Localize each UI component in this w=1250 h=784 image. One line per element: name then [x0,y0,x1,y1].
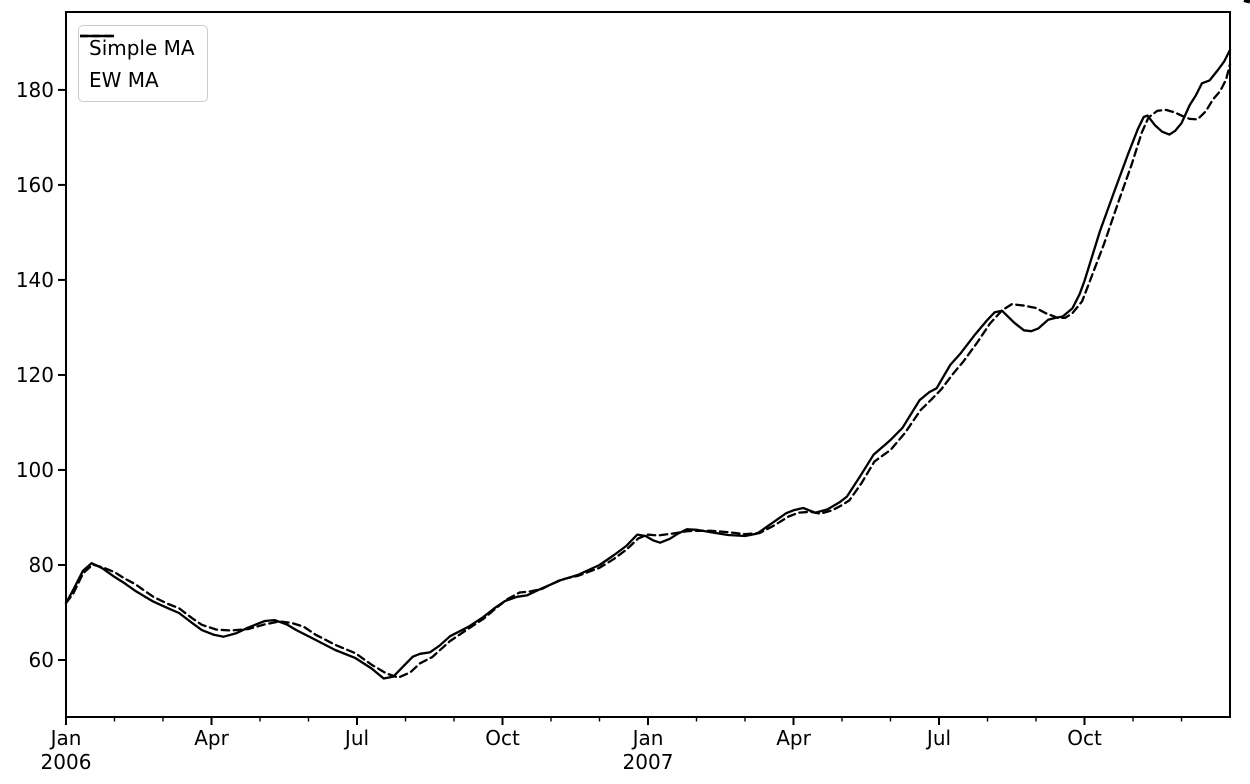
y-tick-label: 140 [16,268,54,292]
y-tick-label: 60 [29,648,54,672]
legend-item-ew-ma: EW MA [80,34,195,93]
x-tick-label: Apr [194,726,229,750]
x-tick-year-label: 2006 [41,750,92,774]
y-tick-label: 100 [16,458,54,482]
x-tick-label: Apr [776,726,811,750]
x-tick-label: Jul [343,726,369,750]
series-line-simple-ma [64,63,1232,679]
y-tick-label: 80 [29,553,54,577]
solid-line-icon [80,34,114,38]
corner-artifact [1243,0,1250,4]
x-tick-year-label: 2007 [623,750,674,774]
legend-box: Simple MA EW MA [78,25,208,102]
legend-label-simple-ma: Simple MA [89,35,195,60]
y-tick-label: 120 [16,363,54,387]
x-tick-label: Oct [1067,726,1102,750]
series-line-ew-ma [64,48,1232,680]
y-tick-label: 180 [16,78,54,102]
x-tick-label: Jan [49,726,82,750]
x-tick-label: Jul [925,726,951,750]
legend-label-ew-ma: EW MA [89,67,159,92]
y-tick-label: 160 [16,173,54,197]
x-tick-label: Jan [631,726,664,750]
axes-spines [65,11,1231,718]
x-tick-label: Oct [485,726,520,750]
